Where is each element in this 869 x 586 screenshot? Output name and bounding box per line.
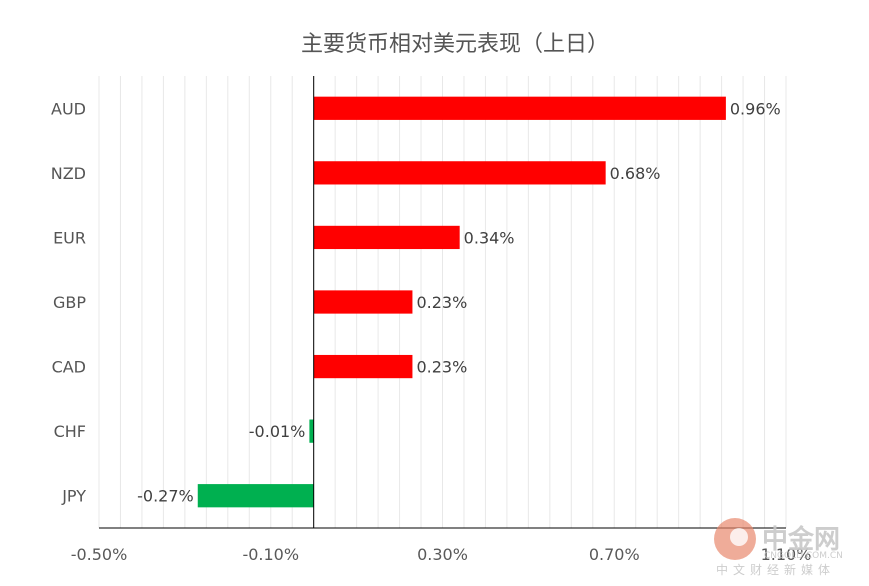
watermark-tagline: 中文财经新媒体 — [716, 562, 835, 577]
bars — [197, 96, 726, 508]
watermark: 中金网 CNGOLD.COM.CN 中文财经新媒体 — [714, 518, 843, 577]
x-tick-label: 1.10% — [761, 545, 812, 564]
x-tick-label: -0.50% — [71, 545, 128, 564]
chart-title: 主要货币相对美元表现（上日） — [301, 32, 609, 57]
category-label: CHF — [54, 422, 86, 441]
watermark-domain: CNGOLD.COM.CN — [764, 551, 843, 561]
watermark-brand: 中金网 — [762, 524, 840, 555]
category-label: EUR — [53, 228, 86, 247]
category-label: JPY — [61, 487, 86, 506]
bar-eur — [313, 225, 460, 250]
x-tick-label: 0.70% — [589, 545, 640, 564]
axes — [99, 76, 786, 529]
x-tick-label: -0.10% — [242, 545, 299, 564]
bar-nzd — [313, 161, 606, 185]
data-label: -0.01% — [249, 422, 306, 441]
bar-chf — [309, 419, 314, 443]
category-label: NZD — [51, 164, 86, 183]
data-label: 0.23% — [416, 293, 467, 312]
data-label: 0.34% — [464, 228, 515, 247]
x-tick-label: 0.30% — [417, 545, 468, 564]
bar-aud — [313, 96, 726, 120]
watermark-logo-inner-icon — [730, 528, 748, 546]
bar-cad — [313, 354, 413, 379]
labels: AUD 0.96% NZD 0.68% EUR 0.34% GBP 0.23% CAD 0.23%… — [51, 99, 812, 564]
bar-jpy — [197, 484, 314, 508]
data-label: 0.23% — [416, 358, 467, 377]
data-label: 0.68% — [610, 164, 661, 183]
data-label: 0.96% — [730, 99, 781, 118]
category-label: AUD — [51, 99, 86, 118]
category-label: GBP — [53, 293, 86, 312]
category-label: CAD — [52, 358, 86, 377]
data-label: -0.27% — [137, 487, 194, 506]
bar-gbp — [313, 290, 413, 314]
